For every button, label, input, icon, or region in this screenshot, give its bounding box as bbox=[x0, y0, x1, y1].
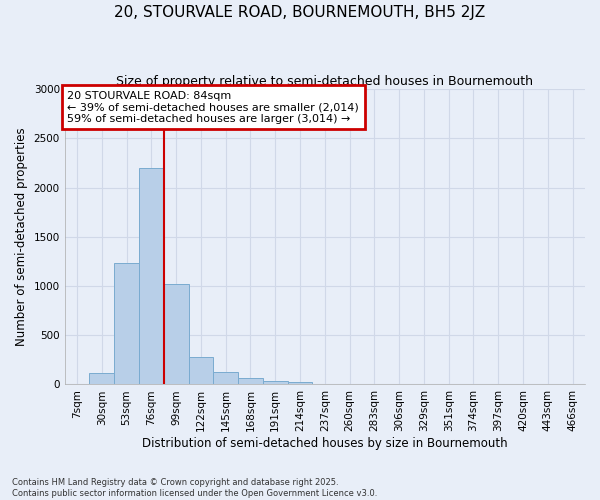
Bar bbox=[164, 284, 188, 384]
Bar bbox=[238, 378, 263, 384]
Bar bbox=[114, 264, 139, 384]
Bar bbox=[263, 380, 287, 384]
Bar bbox=[139, 168, 164, 384]
X-axis label: Distribution of semi-detached houses by size in Bournemouth: Distribution of semi-detached houses by … bbox=[142, 437, 508, 450]
Bar bbox=[214, 372, 238, 384]
Bar bbox=[89, 372, 114, 384]
Text: 20 STOURVALE ROAD: 84sqm
← 39% of semi-detached houses are smaller (2,014)
59% o: 20 STOURVALE ROAD: 84sqm ← 39% of semi-d… bbox=[67, 90, 359, 124]
Bar bbox=[287, 382, 313, 384]
Text: Contains HM Land Registry data © Crown copyright and database right 2025.
Contai: Contains HM Land Registry data © Crown c… bbox=[12, 478, 377, 498]
Bar bbox=[188, 358, 214, 384]
Title: Size of property relative to semi-detached houses in Bournemouth: Size of property relative to semi-detach… bbox=[116, 75, 533, 88]
Text: 20, STOURVALE ROAD, BOURNEMOUTH, BH5 2JZ: 20, STOURVALE ROAD, BOURNEMOUTH, BH5 2JZ bbox=[115, 5, 485, 20]
Y-axis label: Number of semi-detached properties: Number of semi-detached properties bbox=[15, 128, 28, 346]
